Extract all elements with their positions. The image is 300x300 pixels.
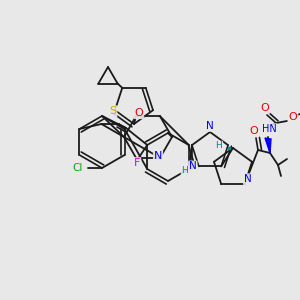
Text: S: S <box>110 106 116 116</box>
Text: N: N <box>154 151 162 161</box>
Text: H: H <box>182 166 188 175</box>
Text: Cl: Cl <box>73 163 83 173</box>
Text: O: O <box>289 112 297 122</box>
Text: N: N <box>206 121 214 131</box>
Text: H: H <box>216 142 222 151</box>
Text: O: O <box>135 108 143 118</box>
Text: N: N <box>244 174 252 184</box>
Text: N: N <box>189 161 197 171</box>
Text: O: O <box>250 126 258 136</box>
Polygon shape <box>265 138 271 153</box>
Text: F: F <box>134 158 140 168</box>
Text: O: O <box>261 103 269 113</box>
Text: HN: HN <box>262 124 276 134</box>
